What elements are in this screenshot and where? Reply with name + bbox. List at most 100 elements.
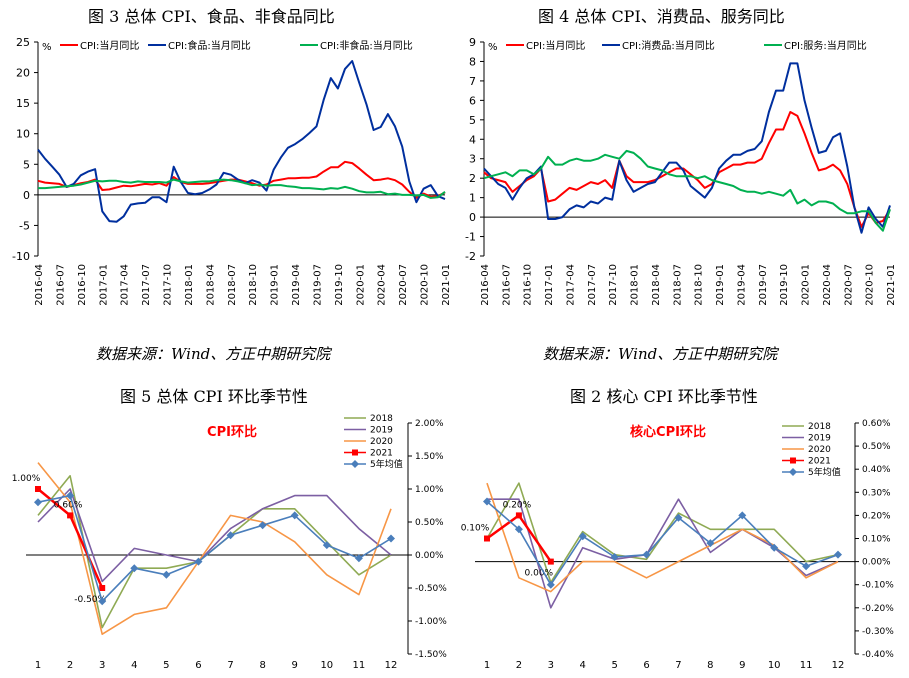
fig4-y-tick-label: 4 <box>469 133 476 146</box>
fig5-x-tick-label: 6 <box>195 660 201 671</box>
fig2-y-tick-label: 0.40% <box>862 465 891 475</box>
fig5-y-tick-label: 1.50% <box>415 452 444 462</box>
fig4-y-tick-label: 0 <box>469 211 476 224</box>
fig4-x-tick-label: 2019-10 <box>779 264 790 306</box>
fig2-legend-marker <box>790 457 796 464</box>
fig5-y-tick-label: 2.00% <box>415 419 444 429</box>
fig3-series-line <box>37 60 446 223</box>
fig4-y-tick-label: 1 <box>469 192 476 205</box>
fig2-point-2021 <box>515 512 522 519</box>
fig2-point-avg <box>802 562 811 571</box>
fig3-x-tick-label: 2016-04 <box>34 264 45 306</box>
source-right: 数据来源：Wind、方正中期研究院 <box>543 345 778 363</box>
fig5-legend-label: 5年均值 <box>370 458 403 470</box>
fig2-legend-marker <box>789 468 797 476</box>
fig2-x-tick-label: 2 <box>516 660 522 671</box>
fig5-point-avg <box>162 570 171 579</box>
fig4-series-line <box>483 149 891 232</box>
fig2-x-tick-label: 11 <box>800 660 813 671</box>
fig2-x-tick-label: 7 <box>675 660 681 671</box>
fig5-x-tick-label: 2 <box>67 660 73 671</box>
fig5-y-tick-label: 1.00% <box>415 485 444 495</box>
fig5-x-tick-label: 3 <box>99 660 105 671</box>
fig5-data-label: 1.00% <box>12 474 41 484</box>
fig2-y-tick-label: 0.10% <box>862 535 891 545</box>
fig2-data-label: 0.20% <box>503 500 532 510</box>
fig5-point-avg <box>354 554 363 563</box>
fig4-series-line <box>483 62 891 234</box>
fig4-x-tick-label: 2019-01 <box>715 264 726 306</box>
fig2-point-avg <box>642 550 651 559</box>
fig5-y-tick-label: 0.50% <box>415 518 444 528</box>
fig4-y-tick-label: 2 <box>469 172 476 185</box>
fig5-point-2021 <box>99 585 106 591</box>
fig5-point-avg <box>322 541 331 550</box>
fig5-data-label: -0.50% <box>74 595 106 605</box>
fig4-x-tick-label: 2019-07 <box>758 264 769 306</box>
fig3-y-tick-label: 10 <box>16 128 30 141</box>
fig4-x-tick-label: 2020-07 <box>843 264 854 306</box>
fig3-y-tick-label: 5 <box>23 158 30 171</box>
fig4-x-tick-label: 2017-10 <box>608 264 619 306</box>
fig2-point-2021 <box>547 558 554 565</box>
fig3-x-tick-label: 2020-04 <box>377 264 388 306</box>
fig3-x-tick-label: 2019-01 <box>270 264 281 306</box>
fig4-x-tick-label: 2017-01 <box>544 264 555 306</box>
fig5-legend-marker <box>352 449 358 456</box>
fig4-x-tick-label: 2016-07 <box>501 264 512 306</box>
fig2-legend-label: 2021 <box>808 457 831 467</box>
fig3-x-tick-label: 2018-01 <box>184 264 195 306</box>
fig5-inner-title: CPI环比 <box>207 424 257 440</box>
fig4-x-tick-label: 2020-10 <box>865 264 876 306</box>
fig3-y-tick-label: 20 <box>16 67 30 80</box>
fig5-point-avg <box>290 511 299 520</box>
fig5-point-avg <box>258 521 267 530</box>
fig2-x-tick-label: 12 <box>832 660 845 671</box>
fig3-series-line <box>38 178 446 199</box>
fig3-x-tick-label: 2020-01 <box>355 264 366 306</box>
fig5-x-tick-label: 9 <box>292 660 298 671</box>
fig4-x-tick-label: 2019-04 <box>736 264 747 306</box>
fig3-y-tick-label: -5 <box>19 219 30 232</box>
fig4-x-tick-label: 2018-01 <box>630 264 641 306</box>
fig3-x-tick-label: 2017-04 <box>120 264 131 306</box>
fig2-data-label: 0.00% <box>525 569 554 579</box>
fig4-x-tick-label: 2016-04 <box>480 264 491 306</box>
fig3-y-tick-label: -10 <box>12 250 30 263</box>
fig5-x-tick-label: 7 <box>227 660 233 671</box>
fig4-x-tick-label: 2017-07 <box>587 264 598 306</box>
fig3-x-tick-label: 2019-10 <box>334 264 345 306</box>
fig5-point-avg <box>130 564 139 573</box>
fig4-x-tick-label: 2018-07 <box>672 264 683 306</box>
fig2-x-tick-label: 4 <box>580 660 586 671</box>
fig5-x-tick-label: 1 <box>35 660 41 671</box>
fig3-x-tick-label: 2018-04 <box>205 264 216 306</box>
fig2-x-tick-label: 9 <box>739 660 745 671</box>
fig2-x-tick-label: 6 <box>643 660 649 671</box>
fig5-point-avg <box>387 534 395 543</box>
fig4-y-tick-label: 9 <box>469 36 476 49</box>
fig4-y-tick-label: -2 <box>465 250 476 263</box>
fig5-x-tick-label: 12 <box>385 660 398 671</box>
fig2-y-tick-label: -0.20% <box>862 604 894 614</box>
fig3-x-tick-label: 2020-10 <box>420 264 431 306</box>
fig3-x-tick-label: 2019-07 <box>312 264 323 306</box>
fig3-x-tick-label: 2016-10 <box>77 264 88 306</box>
fig2-x-tick-label: 10 <box>768 660 781 671</box>
fig4-series-line <box>483 111 891 228</box>
fig3-x-tick-label: 2017-01 <box>98 264 109 306</box>
fig2-y-tick-label: -0.40% <box>862 650 894 660</box>
fig5-point-avg <box>226 531 235 540</box>
fig4-y-tick-label: 8 <box>469 55 476 68</box>
fig5-x-tick-label: 11 <box>353 660 366 671</box>
fig5-legend-label: 2021 <box>370 449 393 459</box>
source-left: 数据来源：Wind、方正中期研究院 <box>96 345 331 363</box>
fig3-x-tick-label: 2019-04 <box>291 264 302 306</box>
fig4-x-tick-label: 2017-04 <box>565 264 576 306</box>
fig2-y-tick-label: 0.50% <box>862 442 891 452</box>
fig5-legend-label: 2019 <box>370 426 393 436</box>
fig5-data-label: 0.60% <box>54 500 83 510</box>
fig4-unit: % <box>488 42 498 53</box>
fig4-y-tick-label: -1 <box>465 231 476 244</box>
